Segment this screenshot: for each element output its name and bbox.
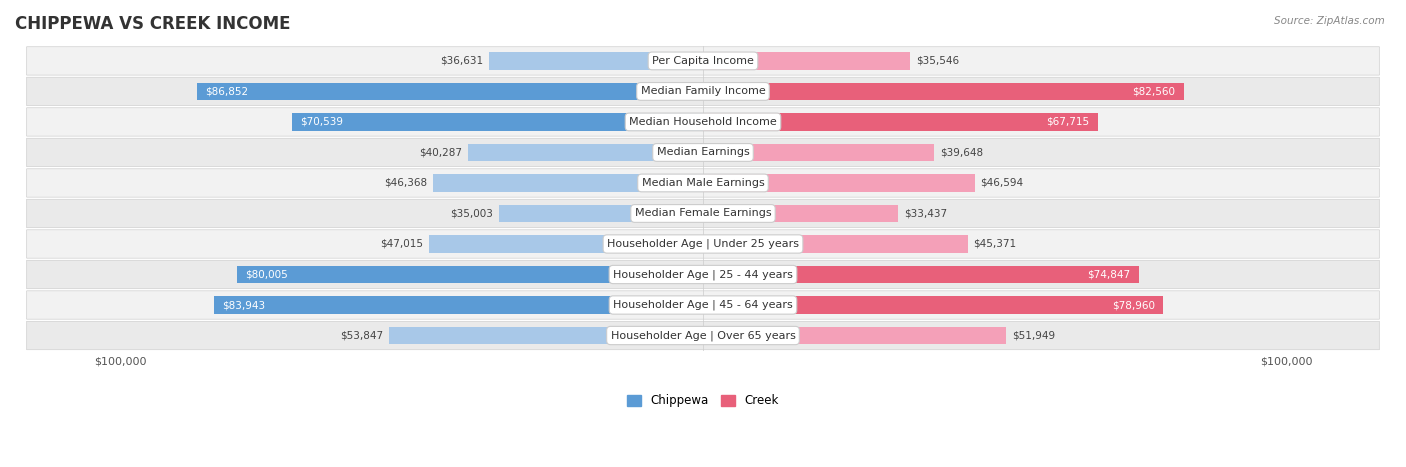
FancyBboxPatch shape [27,77,1379,106]
Text: Householder Age | Over 65 years: Householder Age | Over 65 years [610,330,796,341]
Text: $74,847: $74,847 [1087,269,1130,279]
Text: $47,015: $47,015 [380,239,423,249]
Text: Householder Age | 45 - 64 years: Householder Age | 45 - 64 years [613,300,793,310]
Text: $53,847: $53,847 [340,331,384,340]
Text: Median Male Earnings: Median Male Earnings [641,178,765,188]
FancyBboxPatch shape [27,291,1379,319]
Bar [499,205,703,222]
FancyBboxPatch shape [27,321,1379,350]
Bar [197,83,703,100]
Text: $46,594: $46,594 [980,178,1024,188]
Text: Median Female Earnings: Median Female Earnings [634,208,772,219]
Bar [703,174,974,192]
Text: $83,943: $83,943 [222,300,266,310]
Text: $33,437: $33,437 [904,208,946,219]
Text: $70,539: $70,539 [301,117,343,127]
Text: $78,960: $78,960 [1112,300,1154,310]
Legend: Chippewa, Creek: Chippewa, Creek [623,389,783,412]
Text: Source: ZipAtlas.com: Source: ZipAtlas.com [1274,16,1385,26]
Text: $82,560: $82,560 [1133,86,1175,96]
Bar [291,113,703,131]
Bar [703,235,967,253]
FancyBboxPatch shape [27,169,1379,197]
Bar [703,296,1163,314]
Text: $51,949: $51,949 [1012,331,1054,340]
Text: $86,852: $86,852 [205,86,249,96]
Text: $40,287: $40,287 [419,148,463,157]
Bar [489,52,703,70]
Bar [468,144,703,161]
Text: $36,631: $36,631 [440,56,484,66]
Text: $39,648: $39,648 [941,148,983,157]
FancyBboxPatch shape [27,199,1379,228]
Bar [703,327,1005,344]
FancyBboxPatch shape [27,138,1379,167]
FancyBboxPatch shape [27,47,1379,75]
FancyBboxPatch shape [27,108,1379,136]
Bar [703,52,910,70]
Bar [429,235,703,253]
Text: $46,368: $46,368 [384,178,427,188]
Bar [703,144,934,161]
Text: $35,003: $35,003 [450,208,494,219]
Text: Median Household Income: Median Household Income [628,117,778,127]
Text: Householder Age | Under 25 years: Householder Age | Under 25 years [607,239,799,249]
Text: Per Capita Income: Per Capita Income [652,56,754,66]
Bar [214,296,703,314]
Text: CHIPPEWA VS CREEK INCOME: CHIPPEWA VS CREEK INCOME [15,15,291,33]
Bar [703,266,1139,283]
Text: $45,371: $45,371 [973,239,1017,249]
Bar [703,83,1184,100]
Text: $80,005: $80,005 [245,269,288,279]
Text: Median Family Income: Median Family Income [641,86,765,96]
Bar [433,174,703,192]
FancyBboxPatch shape [27,230,1379,258]
Text: Median Earnings: Median Earnings [657,148,749,157]
Text: $35,546: $35,546 [917,56,959,66]
Text: $67,715: $67,715 [1046,117,1090,127]
Bar [703,205,898,222]
Bar [236,266,703,283]
Bar [389,327,703,344]
Bar [703,113,1098,131]
Text: Householder Age | 25 - 44 years: Householder Age | 25 - 44 years [613,269,793,280]
FancyBboxPatch shape [27,260,1379,289]
